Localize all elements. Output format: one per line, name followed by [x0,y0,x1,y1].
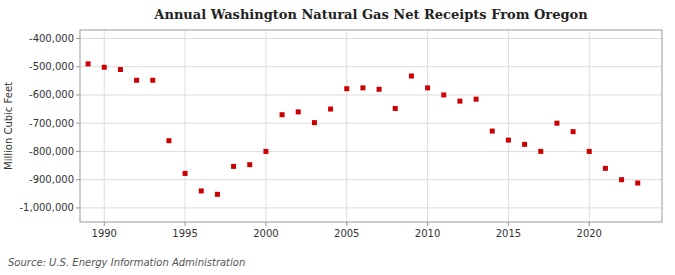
y-tick-label: -500,000 [29,61,74,72]
y-tick [76,94,80,95]
point [425,85,430,90]
x-grid-line [346,30,347,222]
x-tick [427,222,428,226]
y-tick [76,179,80,180]
point [183,171,188,176]
x-grid-line [589,30,590,222]
point [328,107,333,112]
x-tick [346,222,347,226]
y-tick-label: -800,000 [29,146,74,157]
source-note: Source: U.S. Energy Information Administ… [8,257,245,268]
title: Annual Washington Natural Gas Net Receip… [153,7,588,22]
point [377,87,382,92]
x-tick [589,222,590,226]
y-grid-line [80,207,662,208]
x-grid-line [265,30,266,222]
point [538,149,543,154]
point [231,164,236,169]
y-tick-label: -700,000 [29,118,74,129]
y-tick-label: -1,000,000 [19,202,74,213]
x-tick-label: 2010 [415,228,440,239]
chart: -400,000 -500,000 -600,000 -700,000 -800,000… [0,0,675,275]
y-grid-line [80,94,662,95]
point [344,86,349,91]
point [409,74,414,79]
x-grid-line [185,30,186,222]
point [393,106,398,111]
point [587,149,592,154]
y-tick-label: -600,000 [29,89,74,100]
x-tick-label: 1995 [172,228,197,239]
y-tick-label: -400,000 [29,33,74,44]
point [635,181,640,186]
point [199,188,204,193]
point [118,67,123,72]
point [296,109,301,114]
y-tick [76,66,80,67]
x-tick-label: 1990 [92,228,117,239]
x-tick-label: 2020 [577,228,602,239]
point [312,120,317,125]
point [86,61,91,66]
x-tick [104,222,105,226]
point [247,162,252,167]
x-tick [265,222,266,226]
points [86,61,641,196]
point [150,78,155,83]
point [280,112,285,117]
y-grid-line [80,66,662,67]
point [134,78,139,83]
point [603,166,608,171]
point [441,92,446,97]
x-tick-label: 2015 [496,228,521,239]
axes: -400,000 -500,000 -600,000 -700,000 -800,000… [19,33,601,239]
y-tick [76,151,80,152]
point [102,65,107,70]
point [474,97,479,102]
y-tick [76,207,80,208]
grid [80,30,662,222]
y-axis-label: Million Cubic Feet [3,82,14,170]
y-grid-line [80,179,662,180]
plot-frame [80,30,662,222]
point [166,138,171,143]
y-tick [76,123,80,124]
x-tick [185,222,186,226]
point [571,129,576,134]
y-tick-label: -900,000 [29,174,74,185]
point [215,192,220,197]
point [360,85,365,90]
point [490,129,495,134]
point [554,121,559,126]
point [506,138,511,143]
x-grid-line [508,30,509,222]
y-grid-line [80,123,662,124]
x-tick-label: 2000 [253,228,278,239]
x-grid-line [104,30,105,222]
point [619,177,624,182]
x-tick-label: 2005 [334,228,359,239]
x-grid-line [427,30,428,222]
y-grid-line [80,151,662,152]
x-tick [508,222,509,226]
y-grid-line [80,38,662,39]
y-tick [76,38,80,39]
point [263,149,268,154]
point [457,99,462,104]
point [522,142,527,147]
